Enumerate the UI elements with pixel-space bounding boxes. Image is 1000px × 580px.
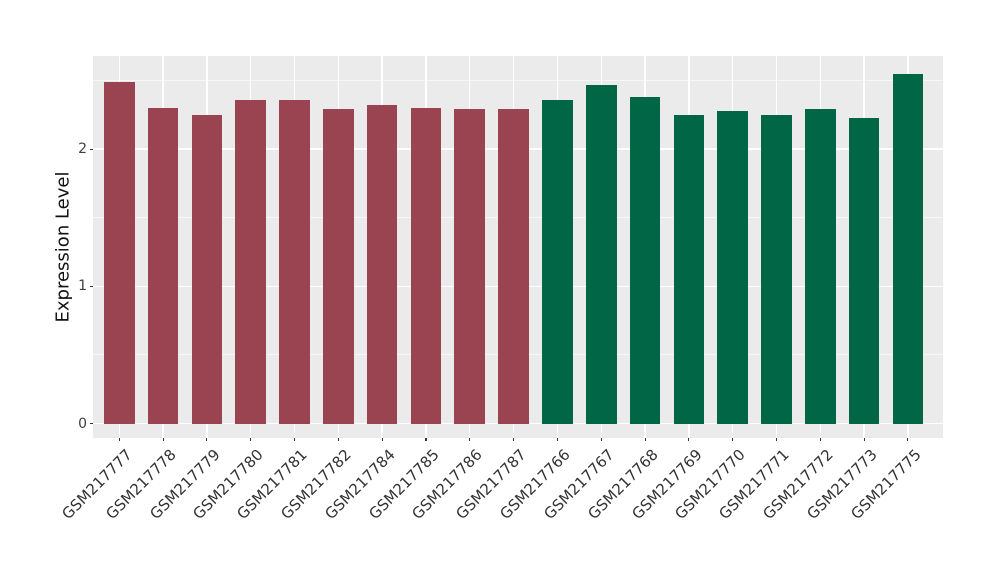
x-axis-tick: [775, 438, 778, 442]
x-axis-tick: [162, 438, 164, 442]
bar-GSM217777: [103, 81, 135, 424]
x-axis-tick: [293, 438, 296, 442]
y-axis-tick: [89, 285, 93, 287]
bar-GSM217780: [235, 99, 267, 424]
y-axis-title: Expression Level: [52, 171, 74, 323]
gridline-minor: [93, 80, 943, 81]
x-axis-tick: [513, 438, 515, 442]
y-tick-label: 1: [78, 278, 87, 295]
bar-GSM217782: [323, 109, 354, 424]
x-axis-tick: [250, 438, 252, 442]
x-axis-tick: [118, 438, 120, 442]
bar-GSM217786: [454, 109, 486, 424]
x-axis-tick: [600, 438, 602, 442]
x-axis-tick: [556, 438, 558, 442]
x-axis-tick: [337, 438, 339, 442]
y-tick-label: 0: [78, 415, 87, 432]
bar-GSM217781: [279, 99, 310, 424]
bar-GSM217773: [848, 117, 880, 424]
y-axis-tick: [89, 148, 93, 150]
bar-GSM217769: [673, 114, 705, 424]
gridline-major: [93, 422, 943, 425]
plot-panel: [93, 56, 943, 438]
bar-GSM217787: [498, 109, 529, 424]
x-axis-tick: [732, 438, 734, 442]
y-tick-label: 2: [78, 141, 87, 158]
x-axis-tick: [819, 438, 821, 442]
bar-GSM217784: [366, 105, 398, 424]
bar-GSM217770: [717, 110, 748, 424]
x-axis-tick: [644, 438, 646, 442]
x-axis-tick: [907, 438, 909, 442]
x-axis-tick: [381, 438, 383, 442]
x-axis-tick: [863, 438, 865, 442]
bar-GSM217766: [542, 99, 573, 424]
bar-GSM217778: [147, 107, 179, 424]
bar-GSM217767: [585, 84, 617, 424]
bar-GSM217785: [410, 107, 442, 424]
y-axis-tick: [89, 422, 93, 425]
bar-GSM217768: [629, 96, 661, 424]
x-axis-tick: [206, 438, 208, 442]
x-axis-tick: [425, 438, 427, 442]
x-axis-tick: [469, 438, 471, 442]
bar-GSM217771: [761, 114, 792, 424]
bar-GSM217779: [191, 114, 223, 424]
bar-GSM217772: [804, 109, 836, 424]
x-axis-tick: [688, 438, 690, 442]
bar-GSM217775: [892, 73, 924, 424]
